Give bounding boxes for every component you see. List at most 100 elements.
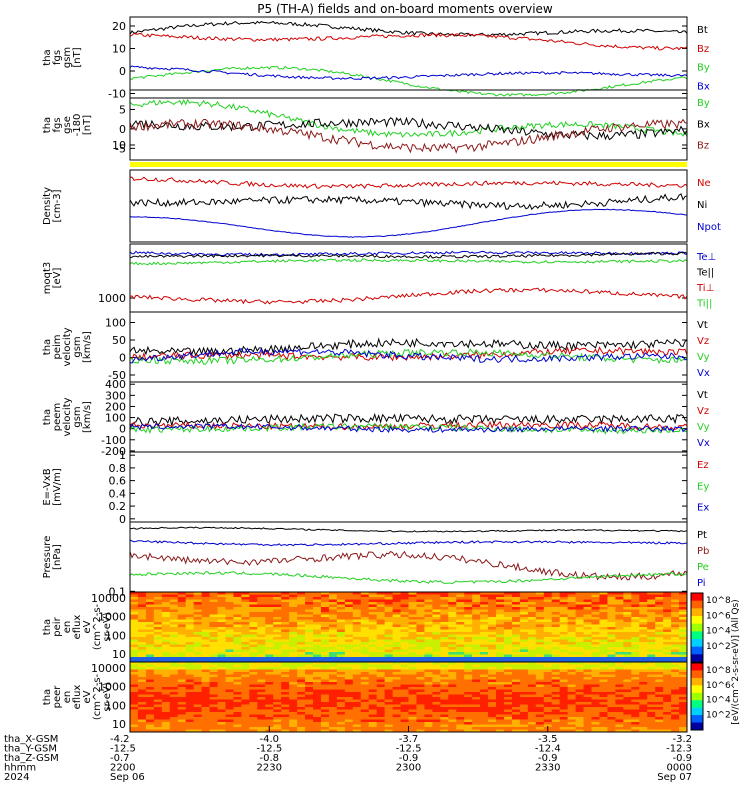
heatmap-cell [519,677,529,680]
heatmap-cell [527,657,537,660]
heatmap-cell [161,704,171,708]
heatmap-cell [392,604,402,608]
heatmap-cell [416,619,425,623]
heatmap-cell [535,612,545,615]
heatmap-cell [480,602,489,605]
heatmap-cell [543,684,553,688]
heatmap-cell [496,597,505,600]
heatmap-cell [185,642,195,645]
heatmap-cell [360,687,370,690]
heatmap-cell [400,647,409,650]
heatmap-cell [289,682,298,685]
heatmap-cell [257,672,266,675]
heatmap-cell [559,689,569,693]
heatmap-cell [225,644,234,648]
heatmap-cell [567,614,577,618]
heatmap-cell [137,642,147,645]
heatmap-cell [384,702,394,705]
heatmap-cell [503,647,513,650]
heatmap-cell [201,614,211,618]
heatmap-cell [209,709,219,713]
heatmap-cell [567,679,577,683]
heatmap-cell [153,594,163,598]
heatmap-cell [209,674,219,678]
ylabel-text: fgs [52,50,63,65]
heatmap-cell [503,664,513,668]
heatmap-cell [631,707,640,710]
heatmap-cell [456,717,465,720]
heatmap-cell [607,597,616,600]
heatmap-cell [424,717,433,720]
heatmap-cell [392,667,402,670]
heatmap-cell [249,599,258,603]
heatmap-cell [464,709,473,713]
heatmap-cell [519,594,529,598]
heatmap-cell [352,632,362,635]
heatmap-cell [448,692,457,695]
heatmap-cell [543,624,553,628]
heatmap-cell [265,674,274,678]
heatmap-cell [503,607,513,610]
heatmap-cell [241,612,250,615]
heatmap-cell [193,707,203,710]
heatmap-cell [631,709,640,713]
heatmap-cell [185,729,195,733]
heatmap-cell [169,627,179,630]
heatmap-cell [328,669,338,673]
heatmap-cell [671,699,680,703]
ylabel-text: peir [52,616,63,636]
heatmap-cell [320,717,330,720]
heatmap-cell [137,707,147,710]
heatmap-cell [177,707,187,710]
heatmap-cell [631,649,640,653]
heatmap-cell [472,599,481,603]
heatmap-cell [392,654,402,658]
heatmap-cell [424,689,433,693]
heatmap-cell [527,642,537,645]
heatmap-cell [551,609,561,613]
heatmap-cell [297,679,306,683]
heatmap-cell [655,727,664,730]
heatmap-cell [416,714,425,718]
heatmap-cell [201,624,211,628]
heatmap-cell [249,724,258,728]
heatmap-cell [177,637,187,640]
heatmap-cell [655,599,664,603]
heatmap-cell [607,704,616,708]
heatmap-cell [289,644,298,648]
heatmap-cell [440,692,449,695]
heatmap-cell [257,612,266,615]
heatmap-cell [480,642,489,645]
heatmap-cell [424,692,433,695]
heatmap-cell [567,604,577,608]
heatmap-cell [543,687,553,690]
heatmap-cell [313,722,322,725]
heatmap-cell [201,657,211,660]
ytick-label: 0 [119,123,126,136]
heatmap-cell [432,657,441,660]
heatmap-cell [400,707,409,710]
heatmap-cell [647,662,656,665]
heatmap-cell [217,722,226,725]
heatmap-cell [631,692,640,695]
heatmap-cell [456,674,465,678]
heatmap-cell [320,677,330,680]
heatmap-cell [320,692,330,695]
heatmap-cell [647,619,656,623]
heatmap-cell [599,612,608,615]
heatmap-cell [185,692,195,695]
heatmap-cell [328,624,338,628]
heatmap-cell [631,712,640,715]
heatmap-cell [320,602,330,605]
heatmap-cell [289,654,298,658]
heatmap-cell [448,712,457,715]
heatmap-cell [535,657,545,660]
heatmap-cell [567,634,577,638]
heatmap-cell [488,707,497,710]
heatmap-cell [161,639,171,643]
heatmap-cell [416,627,425,630]
series-Pt-line [129,526,688,533]
heatmap-cell [639,612,648,615]
ylabel-text: tha [42,339,53,355]
